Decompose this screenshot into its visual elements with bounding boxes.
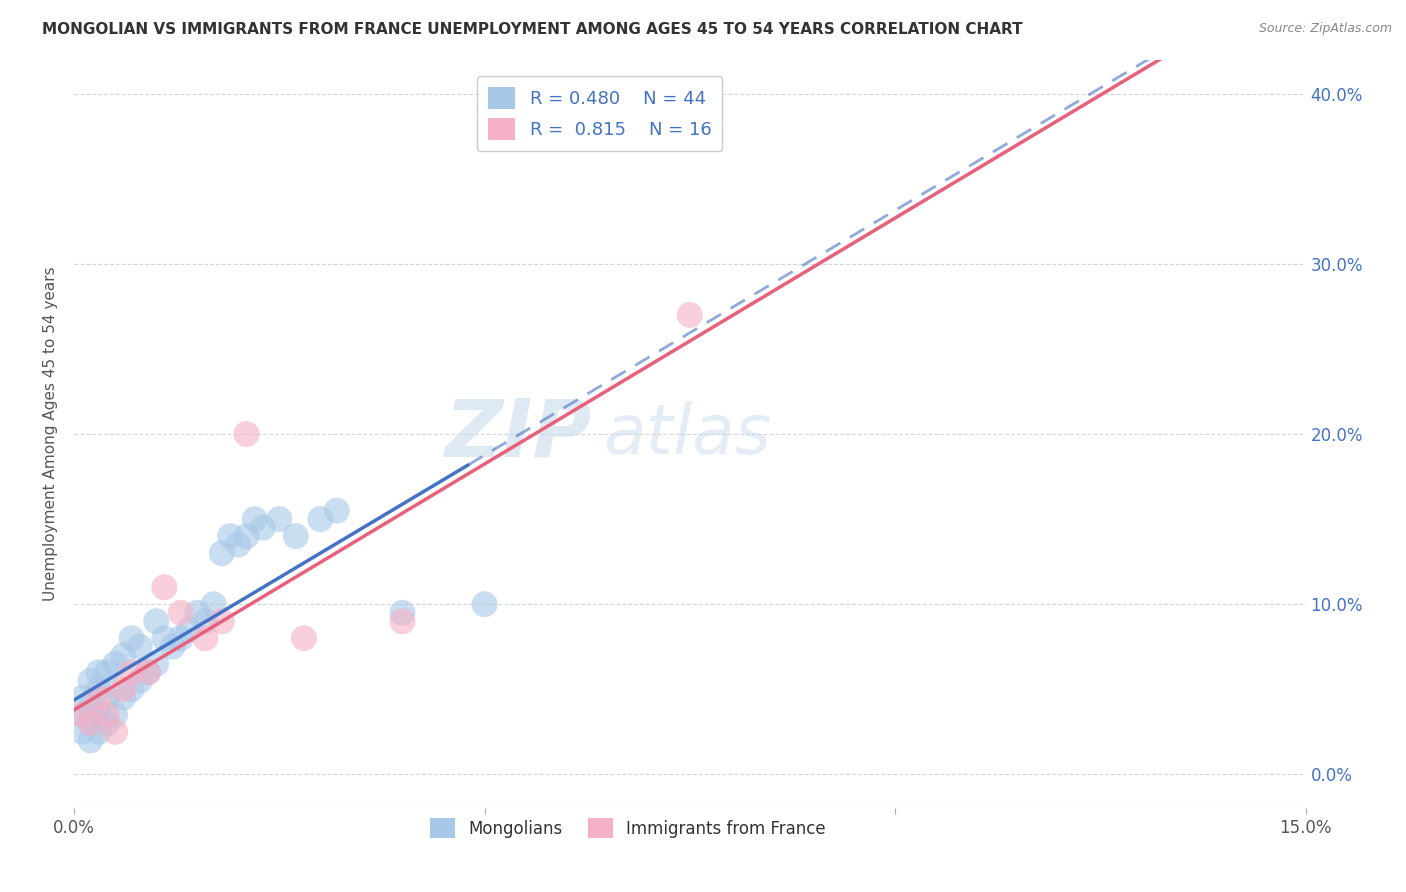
Point [112,682,135,697]
Point [226,538,249,552]
Point [326,503,349,517]
Point [72,690,94,705]
Point [170,632,193,646]
Point [72,707,94,722]
Point [72,724,94,739]
Point [87,690,110,705]
Point [79,716,101,731]
Point [145,657,167,671]
Point [284,529,307,543]
Point [128,640,150,654]
Point [79,716,101,731]
Point [235,529,257,543]
Point [87,682,110,697]
Point [104,657,127,671]
Point [96,665,118,680]
Point [104,707,127,722]
Point [145,614,167,628]
Point [87,724,110,739]
Point [211,614,233,628]
Point [79,673,101,688]
Point [153,580,176,594]
Point [235,427,257,442]
Point [170,606,193,620]
Point [391,606,413,620]
Point [79,733,101,747]
Point [202,597,225,611]
Point [136,665,159,680]
Point [121,632,143,646]
Text: MONGOLIAN VS IMMIGRANTS FROM FRANCE UNEMPLOYMENT AMONG AGES 45 TO 54 YEARS CORRE: MONGOLIAN VS IMMIGRANTS FROM FRANCE UNEM… [42,22,1022,37]
Point [96,707,118,722]
Y-axis label: Unemployment Among Ages 45 to 54 years: Unemployment Among Ages 45 to 54 years [44,267,58,601]
Point [128,673,150,688]
Point [153,632,176,646]
Point [292,632,315,646]
Point [104,724,127,739]
Point [269,512,291,526]
Point [474,597,496,611]
Point [112,648,135,663]
Legend: Mongolians, Immigrants from France: Mongolians, Immigrants from France [423,812,832,845]
Point [121,682,143,697]
Point [87,707,110,722]
Point [186,606,208,620]
Point [219,529,242,543]
Point [112,690,135,705]
Point [96,690,118,705]
Point [177,623,200,637]
Point [136,665,159,680]
Point [211,546,233,560]
Point [252,521,274,535]
Text: ZIP: ZIP [444,395,592,473]
Point [194,632,217,646]
Point [309,512,332,526]
Point [96,716,118,731]
Point [121,665,143,680]
Text: atlas: atlas [603,401,772,467]
Point [79,699,101,714]
Point [72,707,94,722]
Point [243,512,266,526]
Point [391,614,413,628]
Point [679,308,702,322]
Point [194,614,217,628]
Point [87,665,110,680]
Point [162,640,184,654]
Text: Source: ZipAtlas.com: Source: ZipAtlas.com [1258,22,1392,36]
